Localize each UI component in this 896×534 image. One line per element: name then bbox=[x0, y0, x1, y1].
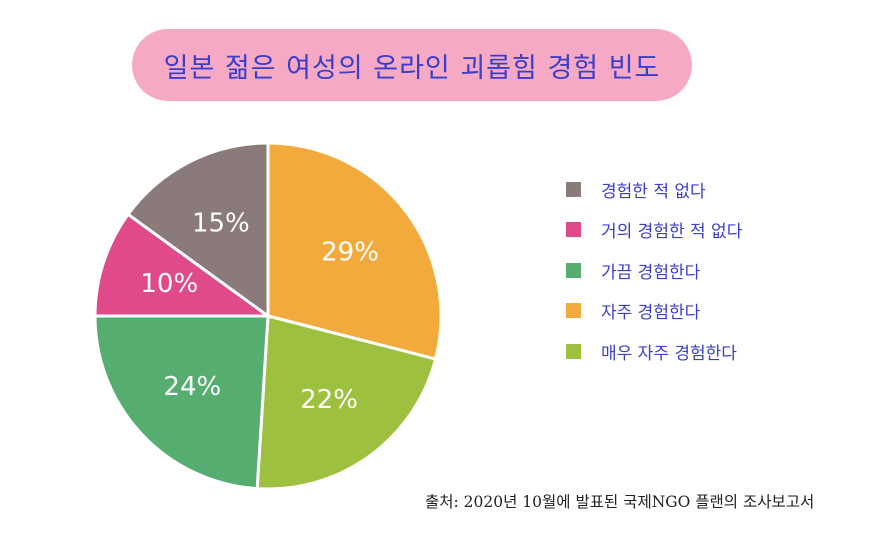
pie-slice-label-2: 24% bbox=[163, 372, 221, 402]
chart-title: 일본 젊은 여성의 온라인 괴롭힘 경험 빈도 bbox=[163, 52, 661, 84]
legend-label: 거의 경험한 적 없다 bbox=[601, 222, 743, 242]
legend-label: 매우 자주 경험한다 bbox=[601, 343, 737, 364]
legend-item: 매우 자주 경험한다 bbox=[566, 337, 742, 365]
source-note: 출처: 2020년 10월에 발표된 국제NGO 플랜의 조사보고서 bbox=[425, 493, 815, 511]
pie-slice-label-1: 22% bbox=[300, 385, 358, 415]
legend-label: 가끔 경험한다 bbox=[601, 262, 701, 283]
legend-swatch bbox=[566, 222, 581, 237]
pie-slice-0 bbox=[266, 141, 443, 361]
pie-slice-label-0: 29% bbox=[321, 237, 379, 267]
legend-item: 경험한 적 없다 bbox=[566, 175, 742, 203]
pie-slice-3 bbox=[93, 212, 273, 318]
legend-swatch bbox=[566, 343, 581, 359]
pie-slice-2 bbox=[93, 314, 270, 491]
legend-label: 경험한 적 없다 bbox=[601, 181, 706, 202]
legend-swatch bbox=[566, 181, 581, 197]
pie-slice-4 bbox=[125, 141, 270, 319]
legend-label: 자주 경험한다 bbox=[601, 303, 701, 323]
pie-slice-label-3: 10% bbox=[140, 269, 198, 299]
legend-item: 자주 경험한다 bbox=[566, 297, 742, 325]
pie-slice-1 bbox=[255, 314, 438, 491]
legend-swatch bbox=[566, 262, 581, 278]
legend-swatch bbox=[566, 303, 581, 318]
legend-item: 가끔 경험한다 bbox=[566, 256, 742, 284]
pie-slice-label-4: 15% bbox=[192, 209, 250, 239]
chart-title-banner: 일본 젊은 여성의 온라인 괴롭힘 경험 빈도 bbox=[132, 29, 692, 101]
legend-item: 거의 경험한 적 없다 bbox=[566, 216, 742, 244]
